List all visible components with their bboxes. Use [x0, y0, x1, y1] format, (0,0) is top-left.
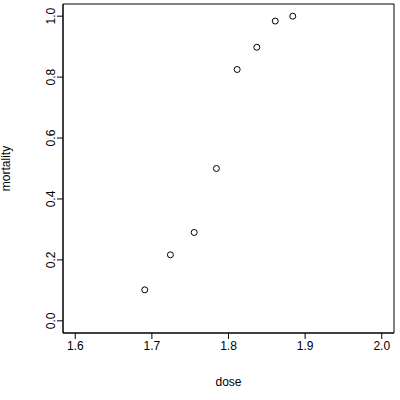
svg-text:1.7: 1.7 — [144, 339, 161, 353]
svg-text:0.8: 0.8 — [44, 68, 58, 85]
svg-text:0.4: 0.4 — [44, 190, 58, 207]
svg-text:1.8: 1.8 — [220, 339, 237, 353]
svg-text:1.0: 1.0 — [44, 8, 58, 25]
svg-text:2.0: 2.0 — [373, 339, 390, 353]
svg-text:0.0: 0.0 — [44, 312, 58, 329]
svg-text:0.6: 0.6 — [44, 129, 58, 146]
svg-text:0.2: 0.2 — [44, 251, 58, 268]
svg-text:mortality: mortality — [8, 146, 13, 191]
svg-text:dose: dose — [215, 375, 241, 389]
svg-text:1.6: 1.6 — [67, 339, 84, 353]
svg-text:1.9: 1.9 — [297, 339, 314, 353]
